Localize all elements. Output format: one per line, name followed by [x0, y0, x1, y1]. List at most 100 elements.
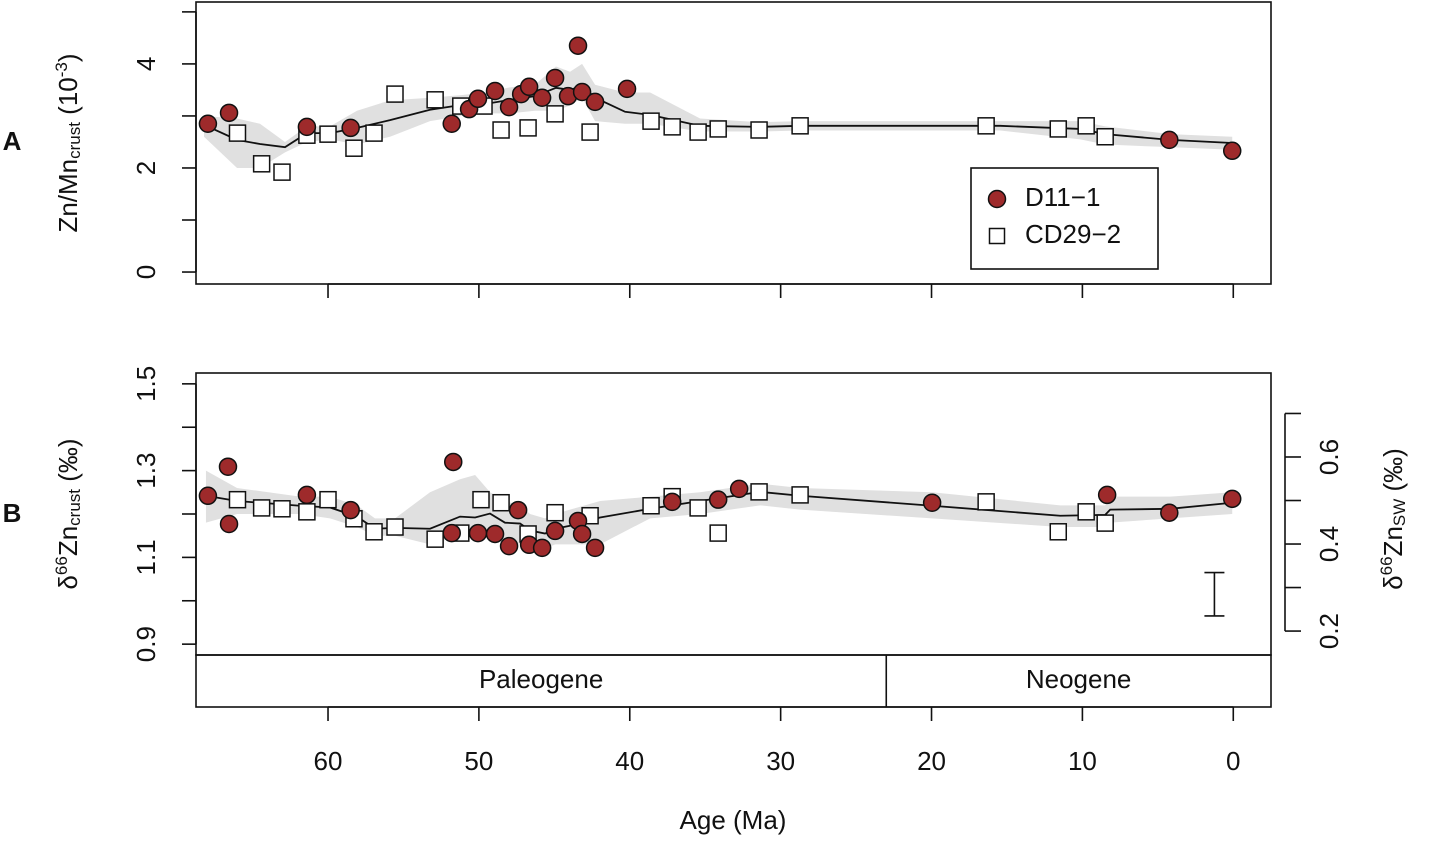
point [219, 514, 239, 534]
point [1096, 514, 1114, 532]
period-label: Paleogene [479, 664, 603, 694]
point [1160, 503, 1179, 522]
y-tick-label: 2 [131, 161, 161, 175]
label-part: SW [1390, 499, 1409, 526]
x-axis-label: Age (Ma) [680, 805, 787, 835]
point [708, 490, 728, 509]
point [273, 163, 291, 181]
legend-label: D11−1 [1025, 182, 1100, 212]
y-axis-label: δ66Zncrust (‰) [52, 438, 84, 589]
point [443, 452, 463, 472]
point [1049, 523, 1068, 541]
point [198, 114, 218, 133]
point [472, 490, 490, 509]
point [617, 79, 637, 99]
point [442, 523, 461, 543]
x-tick-label: 10 [1068, 746, 1097, 776]
point [365, 523, 383, 541]
point [319, 490, 337, 509]
point [545, 521, 565, 541]
point [198, 486, 218, 506]
point [297, 117, 317, 137]
point [1049, 120, 1068, 138]
point [642, 112, 660, 130]
x-tick-label: 20 [917, 746, 946, 776]
point [1096, 128, 1114, 146]
point [468, 89, 488, 109]
point [218, 457, 238, 476]
point [273, 500, 291, 518]
label-part: (‰) [53, 438, 83, 489]
legend-marker [988, 227, 1006, 245]
point [545, 68, 565, 88]
y-tick-label: 1.5 [131, 366, 161, 402]
point [662, 492, 682, 512]
point [485, 524, 505, 544]
x-tick-label: 30 [766, 746, 795, 776]
point [729, 479, 749, 499]
point [709, 120, 727, 138]
label-part: Zn/Mn [53, 159, 83, 233]
smooth-line [205, 490, 1233, 535]
label-part: crust [65, 489, 84, 526]
point [977, 493, 995, 511]
point [750, 121, 768, 139]
point [365, 124, 383, 142]
point [663, 118, 681, 136]
point [499, 536, 519, 556]
point [1222, 141, 1242, 161]
point [228, 124, 247, 142]
panel-letter: A [3, 126, 22, 156]
point [585, 538, 605, 558]
legend-label: CD29−2 [1025, 219, 1121, 249]
point [492, 493, 510, 512]
y-tick-label: 1.3 [131, 453, 161, 489]
legend-marker [987, 189, 1007, 209]
point [791, 117, 809, 135]
point [922, 493, 942, 512]
point [508, 500, 528, 520]
point [345, 139, 363, 157]
point [1077, 503, 1095, 521]
label-part: δ [1378, 575, 1408, 589]
label-part: (‰) [1378, 448, 1408, 499]
point [689, 123, 707, 141]
point [298, 503, 316, 521]
x-tick-label: 0 [1226, 746, 1240, 776]
point [572, 82, 592, 102]
x-tick-label: 50 [464, 746, 493, 776]
point [1077, 117, 1095, 135]
label-part: 66 [1377, 556, 1396, 575]
point [386, 85, 404, 103]
uncertainty-band [203, 63, 1233, 168]
label-part: δ [53, 575, 83, 589]
y2-tick-label: 0.4 [1314, 526, 1344, 562]
y2-tick-label: 0.6 [1314, 439, 1344, 475]
y-tick-label: 1.1 [131, 539, 161, 575]
label-part: Zn [53, 526, 83, 556]
point [581, 123, 599, 141]
point [689, 499, 707, 517]
point [492, 121, 510, 139]
x-tick-label: 40 [615, 746, 644, 776]
y-axis-label: Zn/Mncrust (10-3) [52, 53, 84, 232]
period-label: Neogene [1026, 664, 1132, 694]
point [468, 523, 488, 543]
point [532, 538, 552, 558]
point [341, 500, 360, 520]
point [546, 503, 564, 522]
x-tick-label: 60 [314, 746, 343, 776]
point [791, 486, 809, 504]
point [519, 119, 537, 137]
y2-tick-label: 0.2 [1314, 613, 1344, 649]
label-part: (10 [53, 77, 83, 122]
label-part: ) [53, 53, 83, 62]
point [219, 103, 239, 123]
y-tick-label: 0 [131, 265, 161, 279]
point [499, 97, 519, 117]
point [642, 497, 660, 515]
point [568, 36, 588, 55]
point [341, 118, 360, 138]
point [386, 518, 404, 536]
point [252, 155, 271, 173]
